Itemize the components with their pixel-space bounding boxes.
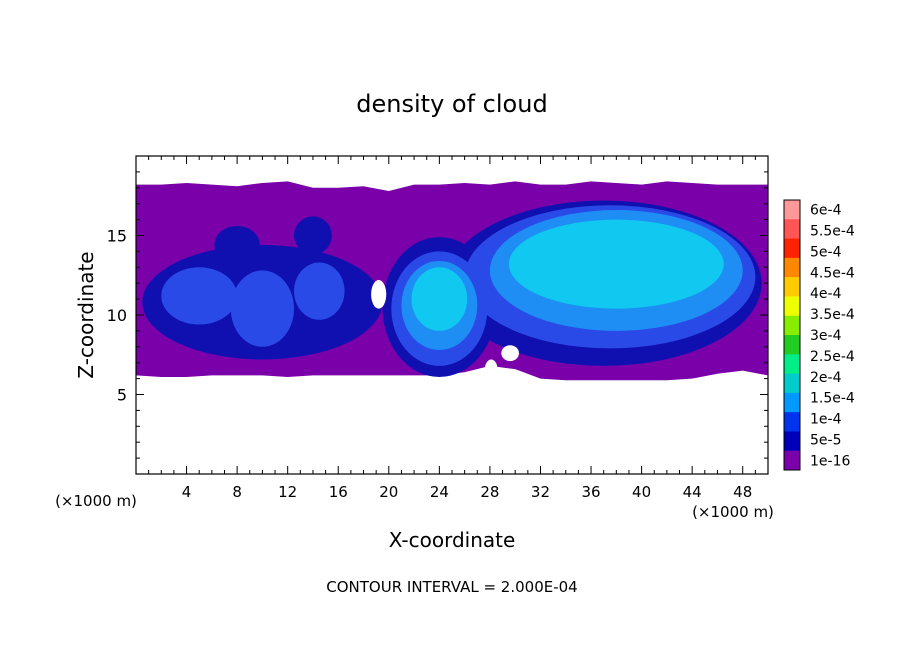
colorbar-swatch <box>784 392 800 413</box>
x-tick-label: 44 <box>683 483 702 501</box>
colorbar-swatch <box>784 354 800 375</box>
colorbar-label: 1e-16 <box>810 453 850 469</box>
colorbar-swatch <box>784 238 800 259</box>
contour-region-cyan <box>508 219 724 309</box>
colorbar-swatch <box>784 200 800 220</box>
colorbar-label: 4e-4 <box>810 286 842 302</box>
chart-title: density of cloud <box>356 90 547 118</box>
x-tick-label: 36 <box>581 483 600 501</box>
colorbar-label: 1.5e-4 <box>810 391 855 407</box>
y-tick-label: 10 <box>107 306 127 325</box>
density-field <box>136 181 768 381</box>
colorbar-swatch <box>784 373 800 394</box>
y-axis: 5 10 15 <box>107 171 768 459</box>
colorbar-label: 5e-5 <box>810 432 841 448</box>
colorbar-label: 2e-4 <box>810 370 842 386</box>
y-tick-label: 15 <box>107 227 127 246</box>
colorbar-swatch <box>784 431 800 452</box>
y-axis-label: Z-coordinate <box>74 251 98 378</box>
contour-region-mid-blue <box>230 270 294 347</box>
colorbar-label: 1e-4 <box>810 412 842 428</box>
x-tick-label: 12 <box>278 483 297 501</box>
colorbar-swatch <box>784 296 800 317</box>
colorbar-label: 3.5e-4 <box>810 307 855 323</box>
contour-region-dark-blue <box>214 225 260 265</box>
colorbar-label: 6e-4 <box>810 203 842 219</box>
contour-region-dark-blue <box>294 216 332 255</box>
colorbar-label: 3e-4 <box>810 328 842 344</box>
contour-region-mid-blue <box>161 267 238 325</box>
x-tick-label: 16 <box>329 483 348 501</box>
clear-air-gap <box>371 280 387 309</box>
colorbar-label: 4.5e-4 <box>810 265 855 281</box>
contour-interval-note: CONTOUR INTERVAL = 2.000E-04 <box>326 578 577 596</box>
x-tick-label: 8 <box>232 483 242 501</box>
contour-region-mid-blue <box>294 262 345 320</box>
colorbar-swatch <box>784 335 800 355</box>
x-unit-right: (×1000 m) <box>692 503 774 521</box>
colorbar-swatch <box>784 219 800 240</box>
colorbar-legend: 6e-4 5.5e-4 5e-4 4.5e-4 4e-4 3.5e-4 3e-4 2.5e-4… <box>783 199 855 471</box>
colorbar-label: 5.5e-4 <box>810 224 855 240</box>
colorbar-swatch <box>784 412 800 432</box>
colorbar-swatch <box>784 277 800 297</box>
colorbar-label: 5e-4 <box>810 244 842 260</box>
colorbar-swatch <box>784 315 800 336</box>
x-tick-label: 28 <box>480 483 499 501</box>
colorbar-swatch <box>784 450 800 471</box>
x-axis-label: X-coordinate <box>389 528 516 552</box>
y-tick-label: 5 <box>117 386 127 405</box>
clear-air-gap <box>501 345 519 362</box>
x-tick-label: 4 <box>182 483 192 501</box>
x-tick-label: 32 <box>531 483 550 501</box>
x-unit-left: (×1000 m) <box>55 492 137 510</box>
x-tick-label: 48 <box>733 483 752 501</box>
contour-region-cyan <box>411 267 468 331</box>
colorbar-swatch <box>784 257 800 278</box>
clear-air-gap <box>484 359 498 379</box>
x-tick-label: 24 <box>430 483 449 501</box>
x-tick-label: 20 <box>379 483 398 501</box>
x-axis: 4 8 12 16 20 24 28 32 36 40 44 48 <box>148 156 756 501</box>
x-tick-label: 40 <box>632 483 651 501</box>
colorbar-label: 2.5e-4 <box>810 349 855 365</box>
colorbar-frame <box>783 199 801 471</box>
